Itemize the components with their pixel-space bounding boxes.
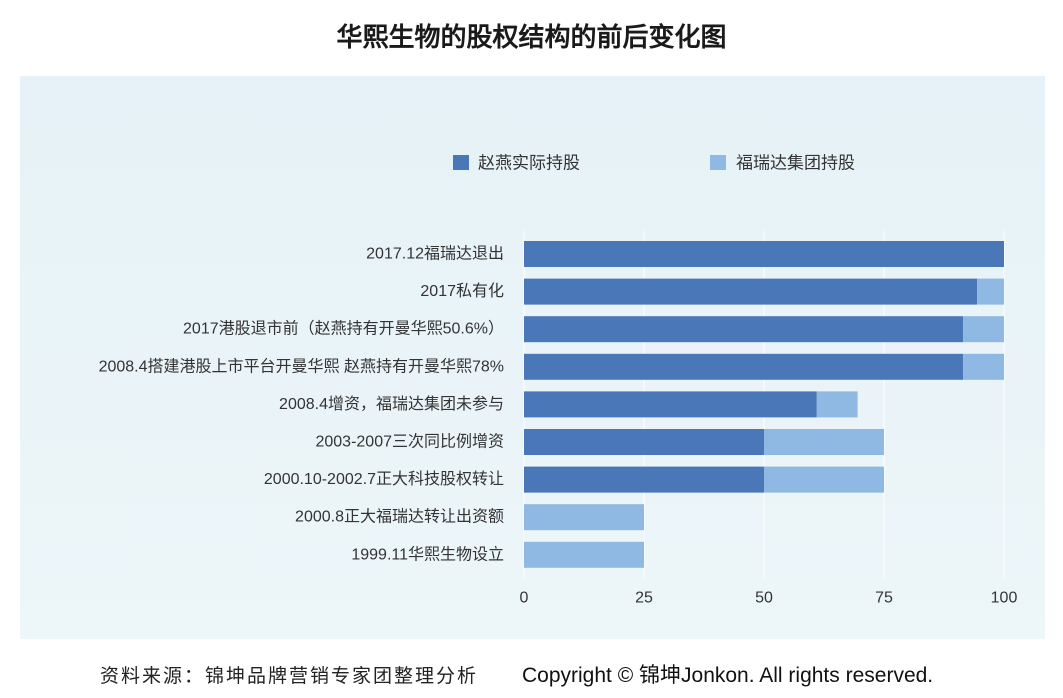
x-tick-label: 25: [635, 590, 653, 607]
category-label: 2017港股退市前（赵燕持有开曼华熙50.6%）: [183, 320, 504, 338]
legend-label-zhao-yan-stake: 赵燕实际持股: [478, 154, 580, 173]
bar-zhao-yan-stake-2: [524, 316, 964, 343]
x-tick-label: 50: [755, 590, 773, 607]
source-note: 资料来源：锦坤品牌营销专家团整理分析: [100, 666, 479, 687]
bar-zhao-yan-stake-3: [524, 353, 964, 380]
legend-swatch-zhao-yan-stake: [453, 155, 469, 170]
bar-furuida-group-stake-4: [816, 391, 858, 418]
bar-furuida-group-stake-2: [963, 316, 1004, 343]
category-label: 2000.10-2002.7正大科技股权转让: [264, 470, 504, 488]
category-label: 2017.12福瑞达退出: [366, 245, 504, 263]
legend: 赵燕实际持股 福瑞达集团持股: [453, 154, 855, 173]
x-tick-label: 100: [991, 590, 1018, 607]
bar-furuida-group-stake-3: [963, 353, 1004, 380]
category-label: 2008.4增资，福瑞达集团未参与: [279, 395, 504, 413]
category-label: 2008.4搭建港股上市平台开曼华熙 赵燕持有开曼华熙78%: [99, 357, 504, 375]
category-label: 2003-2007三次同比例增资: [315, 433, 504, 451]
bar-furuida-group-stake-8: [524, 541, 644, 568]
bar-zhao-yan-stake-0: [524, 241, 1004, 267]
category-label: 2017私有化: [420, 282, 504, 300]
copyright-notice: Copyright © 锦坤Jonkon. All rights reserve…: [522, 664, 934, 687]
category-label: 2000.8正大福瑞达转让出资额: [295, 508, 504, 526]
bar-furuida-group-stake-5: [764, 429, 884, 455]
bar-furuida-group-stake-6: [764, 466, 884, 493]
chart-panel: 赵燕实际持股 福瑞达集团持股 0 25 50 75 100 2017.12福瑞达退出 201…: [20, 76, 1045, 639]
legend-label-furuida-group-stake: 福瑞达集团持股: [736, 154, 855, 173]
bar-zhao-yan-stake-1: [524, 278, 978, 305]
stacked-bar-chart: 赵燕实际持股 福瑞达集团持股 0 25 50 75 100 2017.12福瑞达退出 201…: [99, 154, 1018, 607]
x-tick-label: 75: [875, 590, 893, 607]
bar-zhao-yan-stake-6: [524, 466, 764, 493]
bar-zhao-yan-stake-5: [524, 429, 764, 455]
bar-zhao-yan-stake-4: [524, 391, 817, 418]
category-label: 1999.11华熙生物设立: [351, 545, 504, 563]
bar-furuida-group-stake-7: [524, 504, 644, 531]
chart-title: 华熙生物的股权结构的前后变化图: [336, 23, 727, 52]
legend-swatch-furuida-group-stake: [710, 155, 726, 170]
x-tick-label: 0: [520, 590, 529, 607]
bar-furuida-group-stake-1: [977, 278, 1004, 305]
